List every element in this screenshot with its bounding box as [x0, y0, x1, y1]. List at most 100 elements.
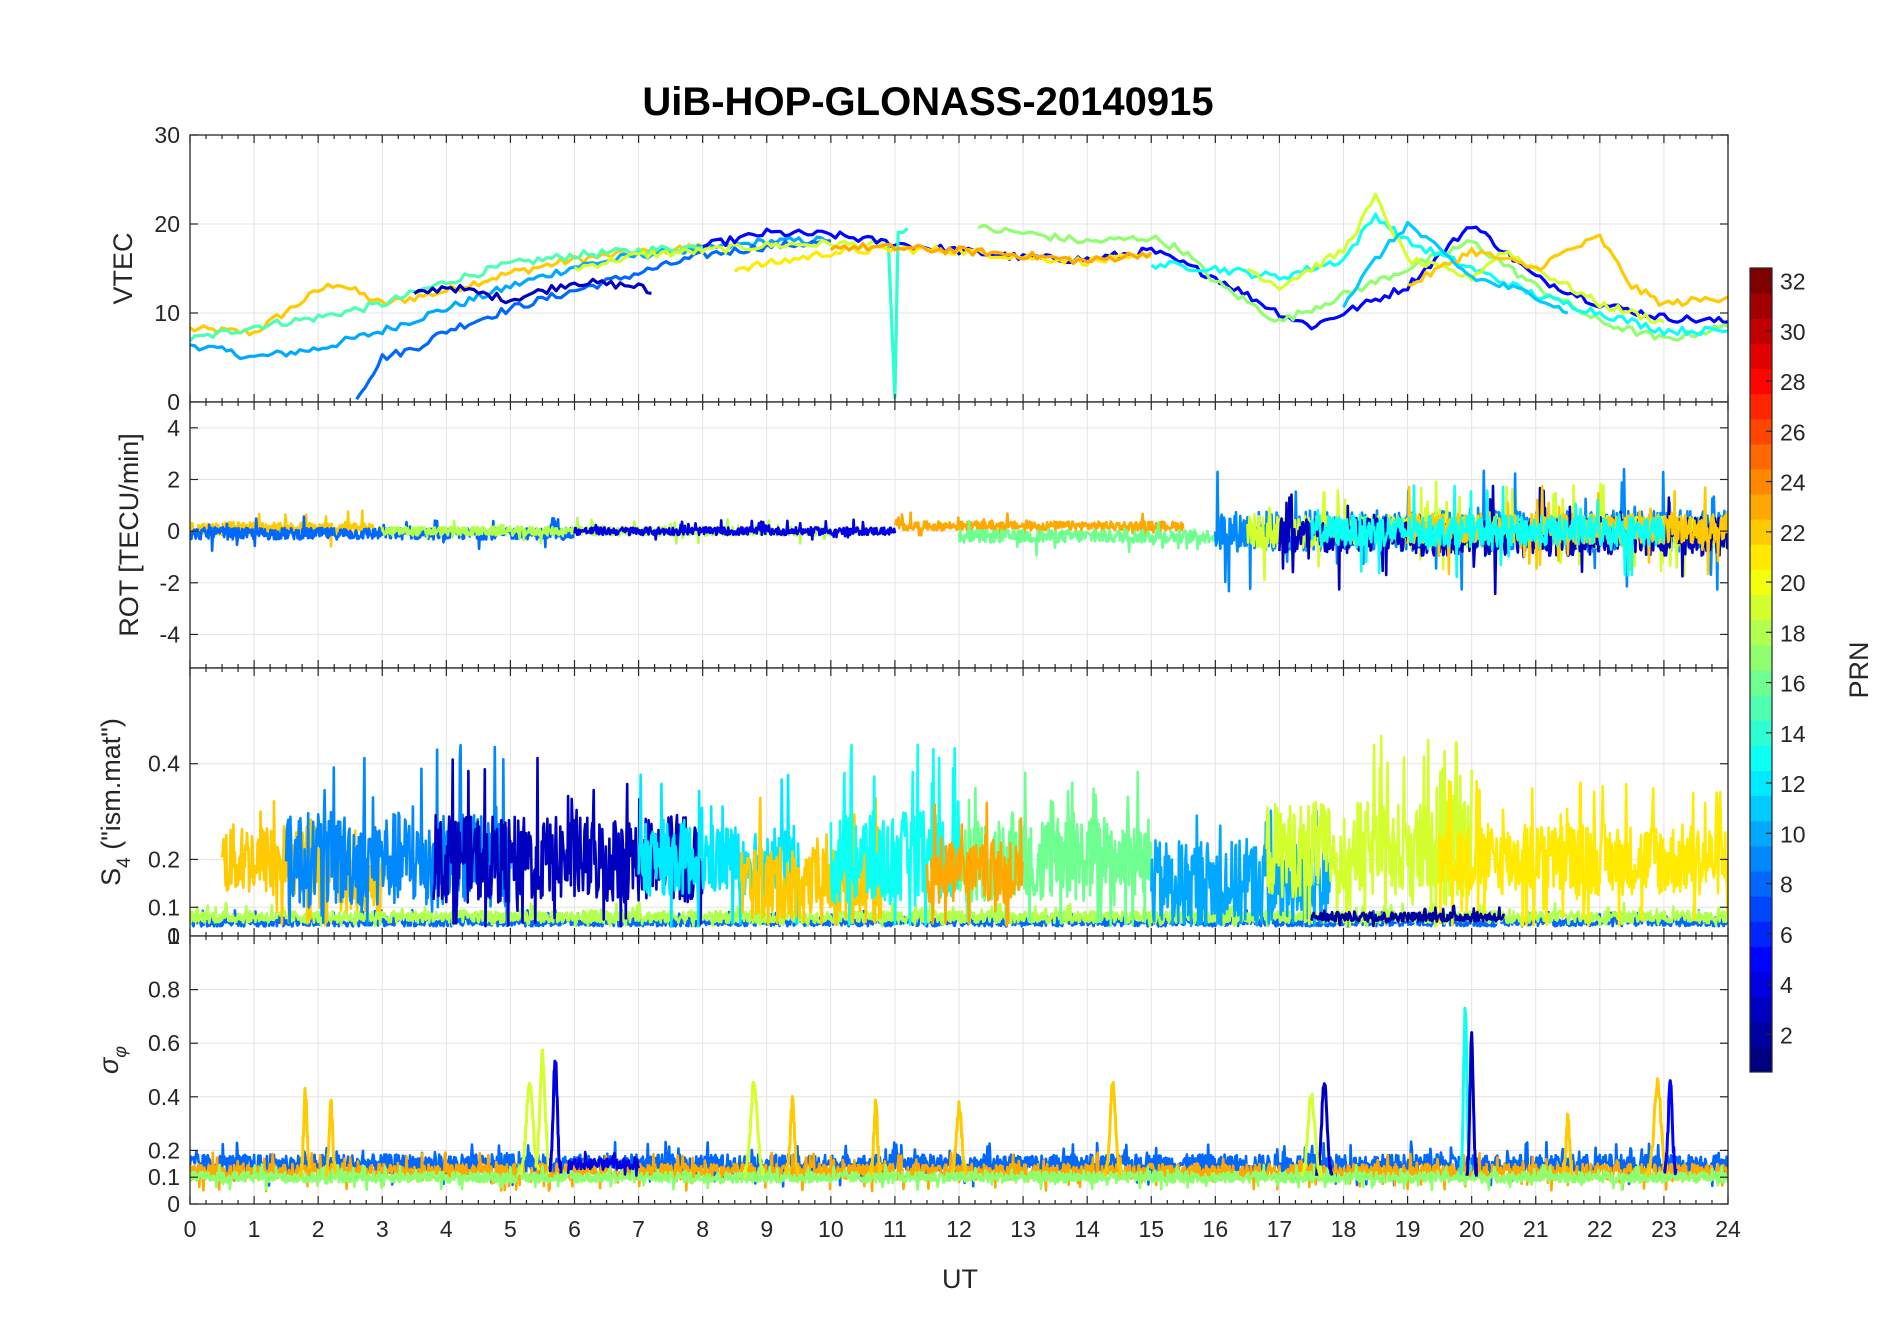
panel-s4-ticks [189, 668, 1729, 936]
vtec-series-prn-13 [1150, 212, 1728, 337]
y-axis-label-sigma-main: σ [94, 1056, 124, 1074]
colorbar-segment [1750, 1021, 1772, 1048]
y-tick-label: -4 [160, 621, 181, 647]
panel-sigma-ticks [189, 936, 1729, 1205]
panel-rot-data [190, 467, 1728, 596]
s4-series-prn-13 [829, 743, 961, 926]
y-tick-label: 0 [167, 518, 180, 544]
x-tick-label: 13 [1010, 1216, 1036, 1242]
x-tick-label: 21 [1523, 1216, 1549, 1242]
colorbar-segment [1750, 519, 1772, 545]
colorbar-tick-label: 28 [1780, 369, 1806, 395]
colorbar-segment [1750, 871, 1772, 897]
s4-series-prn-22 [739, 796, 884, 926]
y-tick-label: 0.2 [148, 846, 180, 872]
colorbar-segment [1750, 343, 1772, 369]
colorbar-segment [1750, 293, 1772, 319]
y-tick-label: 0 [167, 1191, 180, 1217]
colorbar-tick-label: 30 [1780, 319, 1806, 345]
x-tick-label: 20 [1459, 1216, 1485, 1242]
x-tick-label: 24 [1715, 1216, 1741, 1242]
colorbar-segment [1750, 695, 1772, 721]
y-tick-label: 0.1 [148, 894, 180, 920]
vtec-series-prn-22 [1407, 233, 1728, 308]
colorbar-tick-label: 2 [1780, 1022, 1793, 1048]
y-tick-label: 30 [154, 122, 180, 148]
y-tick-label: 0 [167, 389, 180, 415]
colorbar-label: PRN [1844, 641, 1874, 698]
y-tick-label: -2 [160, 570, 180, 596]
rot-series-prn-13 [1310, 484, 1666, 579]
sigma-peak-prn-22 [949, 1100, 969, 1177]
colorbar-segment [1750, 544, 1772, 570]
vtec-series-prn-11 [1342, 220, 1569, 315]
colorbar-tick-label: 10 [1780, 821, 1806, 847]
colorbar-segment [1750, 619, 1772, 646]
colorbar-segment [1750, 720, 1772, 746]
vtec-series-prn-3 [413, 277, 652, 305]
colorbar-segment [1750, 770, 1772, 797]
y-axis-label-sigma: σφ [94, 1046, 130, 1074]
colorbar-tick-label: 12 [1780, 771, 1806, 797]
vtec-series-prn-22 [190, 242, 704, 337]
colorbar-segment [1750, 318, 1772, 344]
sigma-peak-prn-22 [785, 1095, 800, 1176]
x-tick-label: 18 [1331, 1216, 1357, 1242]
y-axis-label-vtec: VTEC [108, 232, 138, 304]
sigma-peak-prn-22 [1646, 1077, 1669, 1177]
rot-series-prn-16 [957, 519, 1217, 557]
x-tick-label: 17 [1267, 1216, 1293, 1242]
sigma-series-prn-8 [190, 1140, 1728, 1188]
y-tick-label: 0.4 [148, 1084, 180, 1110]
vtec-series-prn-15 [190, 244, 704, 343]
colorbar-segment [1750, 594, 1772, 621]
x-tick-label: 7 [632, 1216, 645, 1242]
s4-series-prn-2 [1310, 904, 1505, 928]
y-tick-label: 0.2 [148, 1137, 180, 1163]
x-tick-label: 16 [1203, 1216, 1229, 1242]
colorbar-segment [1750, 268, 1772, 294]
colorbar-segment [1750, 845, 1772, 872]
colorbar-segment [1750, 971, 1772, 998]
colorbar-segment [1750, 795, 1772, 822]
colorbar-segment [1750, 418, 1772, 445]
sigma-peak-prn-4 [548, 1059, 563, 1174]
vtec-series-prn-23 [829, 242, 1153, 266]
x-tick-label: 11 [883, 1216, 907, 1242]
y-tick-label-top: 1 [167, 923, 180, 949]
x-tick-label: 1 [248, 1216, 261, 1242]
colorbar-tick-label: 22 [1780, 520, 1806, 546]
sigma-series-prn-4 [566, 1150, 640, 1177]
colorbar-tick-label: 14 [1780, 721, 1806, 747]
vtec-series-prn-5 [702, 225, 1728, 331]
colorbar-segment [1750, 670, 1772, 696]
sigma-series-prn-17 [190, 1163, 1728, 1192]
panel-rot-ticks [189, 402, 1729, 668]
colorbar-tick-label: 18 [1780, 620, 1806, 646]
y-tick-label: 2 [167, 466, 180, 492]
sigma-peak-prn-22 [1103, 1080, 1122, 1177]
rot-series-prn-23 [893, 511, 1185, 537]
panel-vtec-ticks [189, 134, 1729, 403]
colorbar-segment [1750, 494, 1772, 520]
colorbar-tick-label: 8 [1780, 872, 1793, 898]
colorbar-segment [1750, 393, 1772, 420]
x-tick-label: 4 [440, 1216, 453, 1242]
x-tick-label: 12 [946, 1216, 972, 1242]
s4-series-prn-23 [925, 801, 1025, 927]
y-tick-label: 0.6 [148, 1030, 180, 1056]
y-axis-label-s4: S4 ("ism.mat") [96, 718, 135, 886]
panel-s4: 0.1 0.2 0.4 0 S4 ("ism.mat") [96, 667, 1729, 949]
panel-vtec: 0 10 20 30 VTEC [108, 122, 1729, 415]
sigma-peak-prn-3 [1465, 1031, 1478, 1177]
y-axis-label-sigma-subscript: φ [110, 1046, 130, 1058]
panel-sigma-data [190, 1006, 1728, 1193]
panel-s4-data [190, 734, 1728, 928]
rot-series-prn-8 [190, 515, 576, 552]
vtec-series-prn-19 [1246, 192, 1665, 325]
y-tick-label: 0.4 [148, 751, 180, 777]
y-axis-label-rot: ROT [TECU/min] [114, 433, 144, 637]
